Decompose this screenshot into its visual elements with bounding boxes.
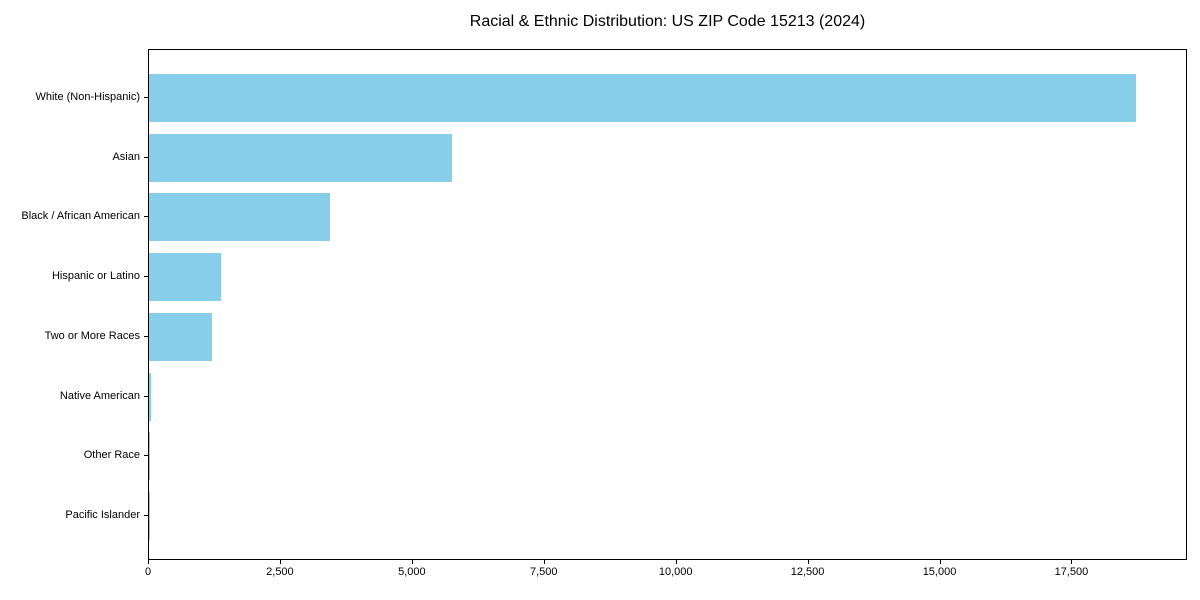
y-tick-mark	[144, 335, 148, 337]
x-tick-label: 5,000	[398, 566, 426, 578]
chart-title: Racial & Ethnic Distribution: US ZIP Cod…	[469, 13, 866, 30]
y-tick-mark	[144, 276, 148, 278]
x-tick-mark	[807, 560, 809, 564]
x-tick-mark	[675, 560, 677, 564]
x-tick-label: 12,500	[790, 566, 825, 578]
category-label: White (Non-Hispanic)	[35, 91, 140, 103]
x-tick-label: 0	[144, 566, 152, 578]
x-tick-label: 15,000	[922, 566, 957, 578]
category-label: Two or More Races	[44, 329, 140, 342]
x-tick-mark	[543, 560, 545, 564]
bar	[149, 253, 221, 302]
bar	[149, 372, 152, 421]
x-tick-label: 10,000	[658, 566, 693, 578]
x-tick-mark	[148, 560, 149, 564]
bar	[149, 312, 213, 361]
x-tick-label: 17,500	[1054, 566, 1089, 578]
x-tick-mark	[1071, 560, 1073, 564]
bar	[149, 133, 453, 182]
category-label: Hispanic or Latino	[51, 270, 140, 283]
y-tick-mark	[144, 156, 148, 158]
bar	[149, 74, 1136, 122]
category-label: Pacific Islander	[65, 508, 140, 521]
y-tick-mark	[144, 395, 148, 397]
category-label: Other Race	[83, 449, 140, 462]
y-tick-mark	[144, 216, 148, 218]
category-label: Asian	[112, 150, 140, 163]
x-tick-mark	[939, 560, 941, 564]
x-tick-mark	[411, 560, 413, 564]
bar	[149, 491, 150, 540]
y-tick-mark	[144, 514, 148, 516]
bar	[149, 432, 151, 481]
category-label: Native American	[59, 389, 140, 402]
y-tick-mark	[144, 97, 148, 98]
plot-area	[148, 49, 1187, 560]
y-tick-mark	[144, 455, 148, 457]
x-tick-label: 7,500	[529, 566, 558, 578]
x-tick-mark	[279, 560, 281, 564]
x-tick-label: 2,500	[266, 566, 294, 578]
bar	[149, 193, 330, 242]
category-label: Black / African American	[21, 210, 140, 223]
